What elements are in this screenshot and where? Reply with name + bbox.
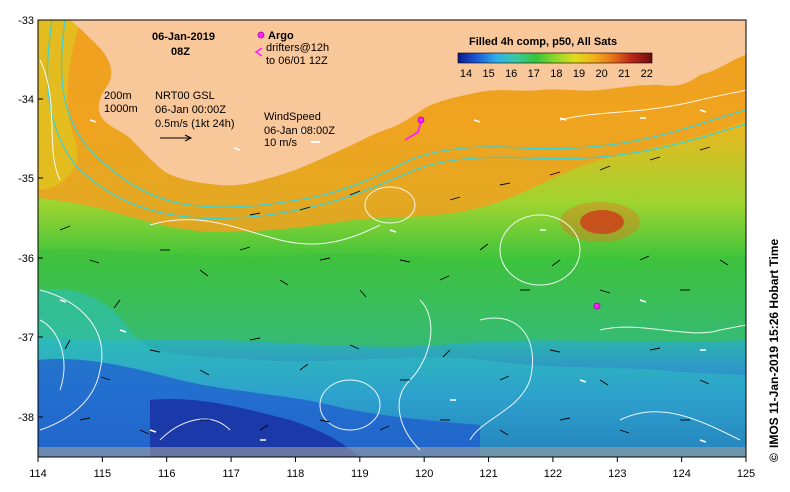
x-tick-label: 117	[222, 468, 240, 480]
y-axis-ticks: -33 -34 -35 -36 -37 -38	[18, 15, 43, 424]
colorbar-tick-label: 20	[595, 68, 607, 80]
current-scale-arrow	[160, 134, 193, 142]
argo-legend-label: Argo	[268, 30, 294, 42]
argo-float-1	[417, 116, 425, 124]
colorbar-tick-label: 14	[460, 68, 472, 80]
current-scale: 0.5m/s (1kt 24h)	[155, 118, 234, 130]
x-tick-label: 120	[415, 468, 433, 480]
current-model: NRT00 GSL	[155, 90, 215, 102]
x-tick-label: 115	[94, 468, 112, 480]
colorbar-title: Filled 4h comp, p50, All Sats	[469, 36, 617, 48]
colorbar-tick-label: 15	[482, 68, 494, 80]
x-tick-label: 121	[479, 468, 497, 480]
map-time: 08Z	[171, 46, 190, 58]
colorbar-tick-label: 17	[528, 68, 540, 80]
x-tick-label: 124	[672, 468, 690, 480]
deep-blue-waters	[150, 399, 360, 457]
depth-label-1000m: 1000m	[104, 103, 138, 115]
colorbar-tick-label: 21	[618, 68, 630, 80]
argo-float-2	[593, 302, 601, 310]
colorbar-tick-label: 22	[641, 68, 653, 80]
x-tick-label: 125	[737, 468, 755, 480]
x-tick-label: 116	[158, 468, 176, 480]
green-band	[38, 249, 746, 347]
wind-scale: 10 m/s	[264, 137, 298, 149]
wind-title: WindSpeed	[264, 111, 321, 123]
blue-waters	[38, 359, 480, 457]
warm-eddy-core	[580, 210, 624, 234]
y-tick-label: -36	[18, 253, 34, 265]
drifter-legend-icon	[254, 47, 263, 57]
imos-credit: IMOS 11-Jan-2019 15:26 Hobart Time	[767, 238, 781, 448]
warm-eddy-ring	[560, 202, 640, 242]
current-vectors	[59, 146, 729, 436]
x-tick-label: 123	[608, 468, 626, 480]
drifters-legend-label: drifters@12h	[266, 42, 329, 54]
colorbar	[457, 52, 653, 64]
wind-vectors	[59, 109, 707, 443]
depth-label-200m: 200m	[104, 90, 132, 102]
argo-legend-icon	[257, 31, 265, 39]
colorbar-ticks: 14 15 16 17 18 19 20 21 22	[460, 68, 653, 80]
x-tick-label: 114	[29, 468, 47, 480]
y-tick-label: -33	[18, 15, 34, 27]
y-tick-label: -35	[18, 173, 34, 185]
colorbar-tick-label: 19	[573, 68, 585, 80]
x-tick-label: 119	[351, 468, 369, 480]
map-date: 06-Jan-2019	[152, 31, 215, 43]
drifters-legend-to: to 06/01 12Z	[266, 55, 328, 67]
map-plot-area	[38, 20, 746, 457]
no-data-strip	[38, 447, 746, 457]
colorbar-tick-label: 16	[505, 68, 517, 80]
x-axis-ticks: 114 115 116 117 118 119 120 121 122 123 124 125	[29, 457, 755, 480]
current-time: 06-Jan 00:00Z	[155, 104, 226, 116]
copyright-symbol: ©	[767, 453, 781, 462]
plot-frame	[37, 19, 747, 458]
bathymetry-1000m	[46, 20, 746, 220]
y-tick-label: -34	[18, 94, 34, 106]
bathymetry-200m	[60, 20, 746, 208]
y-tick-label: -37	[18, 332, 34, 344]
colorbar-tick-label: 18	[550, 68, 562, 80]
y-tick-label: -38	[18, 412, 34, 424]
drifter-track	[404, 121, 422, 141]
x-tick-label: 122	[544, 468, 562, 480]
wind-time: 06-Jan 08:00Z	[264, 125, 335, 137]
x-tick-label: 118	[287, 468, 305, 480]
